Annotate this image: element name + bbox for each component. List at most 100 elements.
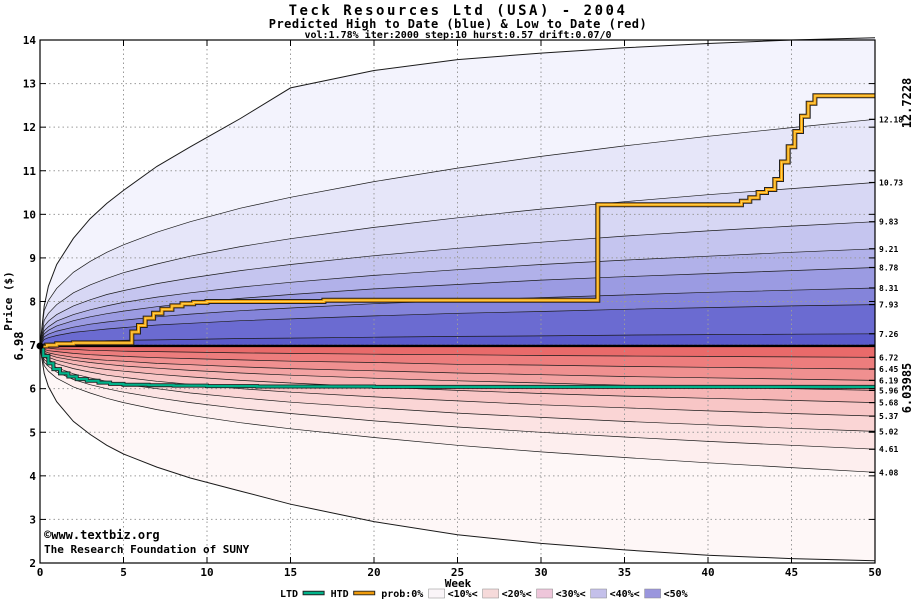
high-probability-band-3 [40,221,875,346]
x-tick-label-45: 45 [785,566,798,579]
legend: LTD HTD prob:0% <10%< <20%< <30%< <40%< <50% [280,588,688,600]
x-tick-label-25: 25 [451,566,464,579]
chart-parameters: vol:1.78% iter:2000 step:10 hurst:0.57 d… [304,29,611,41]
x-tick-label-5: 5 [120,566,127,579]
level-label-4.61: 4.61 [879,445,898,454]
x-axis-title: Week [445,577,472,590]
y-tick-label-6: 6 [29,383,36,396]
right-axis-level-labels: 12.18 10.73 9.83 9.21 8.78 8.31 7.93 7.26 6.72 6.… [869,115,903,477]
low-probability-band-3 [40,346,875,391]
low-boundary-line-6.72 [39,345,876,358]
legend-band-swatch-5 [644,588,661,599]
y-tick-label-3: 3 [29,513,36,526]
high-probability-band-7 [40,304,875,346]
y-tick-label-12: 12 [23,121,36,134]
start-price-label: 6.98 [12,332,26,361]
y-tick-label-7: 7 [29,339,36,352]
level-label-6.45: 6.45 [879,365,898,374]
high-boundary-line-7.93 [39,304,876,347]
high-envelope-line [39,37,876,347]
legend-prob-label-3: <30%< [556,589,586,600]
level-label-12.18: 12.18 [879,115,903,124]
y-tick-label-2: 2 [29,557,36,570]
y-tick-label-13: 13 [23,78,36,91]
x-tick-label-35: 35 [618,566,631,579]
low-probability-band-6 [40,346,875,432]
level-label-6.72: 6.72 [879,353,898,362]
legend-prob-label-4: <40%< [610,589,640,600]
high-boundary-line-9.83 [39,221,876,347]
low-probability-band-2 [40,346,875,381]
y-tick-label-4: 4 [29,470,36,483]
legend-htd-label: HTD [331,589,349,600]
legend-band-swatch-3 [536,588,553,599]
legend-prob-label-5: <50% [664,589,688,600]
low-probability-band-9 [40,346,875,561]
high-probability-band-4 [40,248,875,346]
y-tick-label-5: 5 [29,426,36,439]
low-envelope-line [39,345,876,562]
level-label-4.08: 4.08 [879,468,898,477]
x-tick-label-10: 10 [200,566,213,579]
ltd-end-value-label: 6.03985 [900,363,914,414]
htd-end-value-label: 12.7228 [900,78,914,129]
x-tick-label-15: 15 [284,566,297,579]
level-label-8.31: 8.31 [879,284,898,293]
x-tick-label-20: 20 [367,566,380,579]
high-probability-band-5 [40,267,875,346]
low-probability-band-1 [40,346,875,370]
htd-line-highlight [40,95,875,347]
high-boundary-line-9.21 [39,248,876,347]
y-axis-title: Price ($) [2,271,15,331]
y-tick-label-9: 9 [29,252,36,265]
level-label-9.83: 9.83 [879,218,898,227]
high-probability-band-0 [40,37,875,347]
level-label-7.93: 7.93 [879,301,898,310]
level-label-10.73: 10.73 [879,179,903,188]
legend-band-swatch-4 [590,588,607,599]
x-tick-label-50: 50 [868,566,881,579]
low-boundary-line-6.45 [39,345,876,370]
legend-prob-label-2: <20%< [502,589,532,600]
x-tick-label-0: 0 [37,566,44,579]
low-boundary-line-4.08 [39,345,876,473]
level-label-5.37: 5.37 [879,412,898,421]
x-tick-label-40: 40 [701,566,714,579]
high-boundary-line-10.73 [39,182,876,347]
series-lines [36,93,875,389]
y-tick-label-8: 8 [29,296,36,309]
level-label-8.78: 8.78 [879,264,898,273]
level-label-9.21: 9.21 [879,245,898,254]
high-boundary-line-12.18 [39,118,876,347]
high-probability-band-1 [40,119,875,346]
low-boundary-line-5.68 [39,345,876,403]
low-boundary-line-6.19 [39,345,876,381]
probability-bands [40,37,875,561]
level-label-5.02: 5.02 [879,427,898,436]
legend-prob-0-label: prob:0% [381,589,423,600]
level-label-5.68: 5.68 [879,399,898,408]
x-tick-label-30: 30 [534,566,547,579]
level-label-5.96: 5.96 [879,386,898,395]
high-probability-band-6 [40,288,875,346]
watermark-url: ©www.textbiz.org [44,528,160,542]
y-tick-label-10: 10 [23,208,36,221]
high-boundary-line-8.31 [39,287,876,347]
legend-band-swatch-2 [482,588,499,599]
low-probability-band-5 [40,346,875,417]
low-probability-band-8 [40,346,875,473]
level-label-7.26: 7.26 [879,330,898,339]
y-tick-label-14: 14 [23,34,37,47]
legend-band-swatch-1 [428,588,445,599]
y-tick-label-11: 11 [23,165,37,178]
high-probability-band-2 [40,182,875,346]
chart-subtitle: Predicted High to Date (blue) & Low to D… [269,17,648,31]
ltd-line [40,344,875,388]
high-probability-band-8 [40,333,875,346]
legend-prob-label-1: <10%< [448,589,478,600]
chart-title: Teck Resources Ltd (USA) - 2004 [289,3,628,19]
watermark-org: The Research Foundation of SUNY [44,543,250,556]
